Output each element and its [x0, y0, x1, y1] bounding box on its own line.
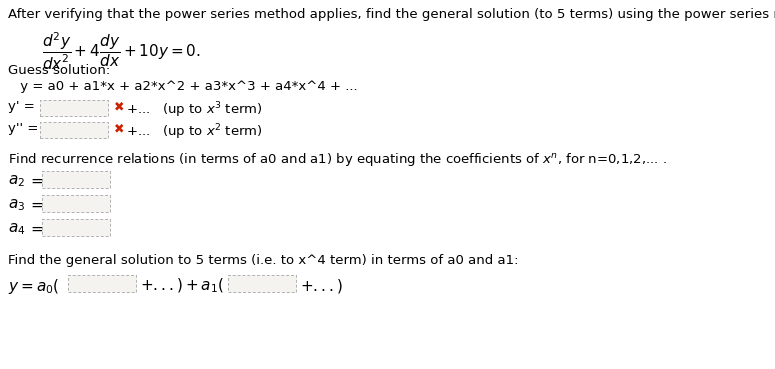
- Text: y'' =: y'' =: [8, 122, 39, 135]
- Text: y' =: y' =: [8, 100, 35, 113]
- FancyBboxPatch shape: [42, 171, 110, 188]
- Text: +...   (up to $x^2$ term): +... (up to $x^2$ term): [126, 122, 263, 142]
- Text: $a_2$: $a_2$: [8, 173, 25, 189]
- Text: Find the general solution to 5 terms (i.e. to x^4 term) in terms of a0 and a1:: Find the general solution to 5 terms (i.…: [8, 254, 518, 267]
- FancyBboxPatch shape: [40, 100, 108, 116]
- Text: $a_3$: $a_3$: [8, 197, 26, 213]
- Text: $=$: $=$: [28, 221, 44, 236]
- FancyBboxPatch shape: [40, 122, 108, 138]
- Text: ✖: ✖: [114, 100, 125, 113]
- FancyBboxPatch shape: [42, 195, 110, 212]
- Text: After verifying that the power series method applies, find the general solution : After verifying that the power series me…: [8, 8, 775, 21]
- FancyBboxPatch shape: [42, 219, 110, 236]
- Text: y = a0 + a1*x + a2*x^2 + a3*x^3 + a4*x^4 + ...: y = a0 + a1*x + a2*x^2 + a3*x^3 + a4*x^4…: [16, 80, 357, 93]
- Text: Guess solution:: Guess solution:: [8, 64, 110, 77]
- Text: $+...)$: $+...)$: [300, 277, 343, 295]
- FancyBboxPatch shape: [68, 275, 136, 292]
- Text: Find recurrence relations (in terms of a0 and a1) by equating the coefficients o: Find recurrence relations (in terms of a…: [8, 151, 667, 168]
- FancyBboxPatch shape: [228, 275, 296, 292]
- Text: $\dfrac{d^2y}{dx^2} + 4\dfrac{dy}{dx} + 10y = 0.$: $\dfrac{d^2y}{dx^2} + 4\dfrac{dy}{dx} + …: [42, 31, 201, 72]
- Text: $=$: $=$: [28, 173, 44, 188]
- Text: ✖: ✖: [114, 122, 125, 135]
- Text: $=$: $=$: [28, 197, 44, 212]
- Text: $y = a_0($: $y = a_0($: [8, 277, 60, 296]
- Text: $+...) + a_1($: $+...) + a_1($: [140, 277, 224, 296]
- Text: +...   (up to $x^3$ term): +... (up to $x^3$ term): [126, 100, 263, 120]
- Text: $a_4$: $a_4$: [8, 221, 26, 237]
